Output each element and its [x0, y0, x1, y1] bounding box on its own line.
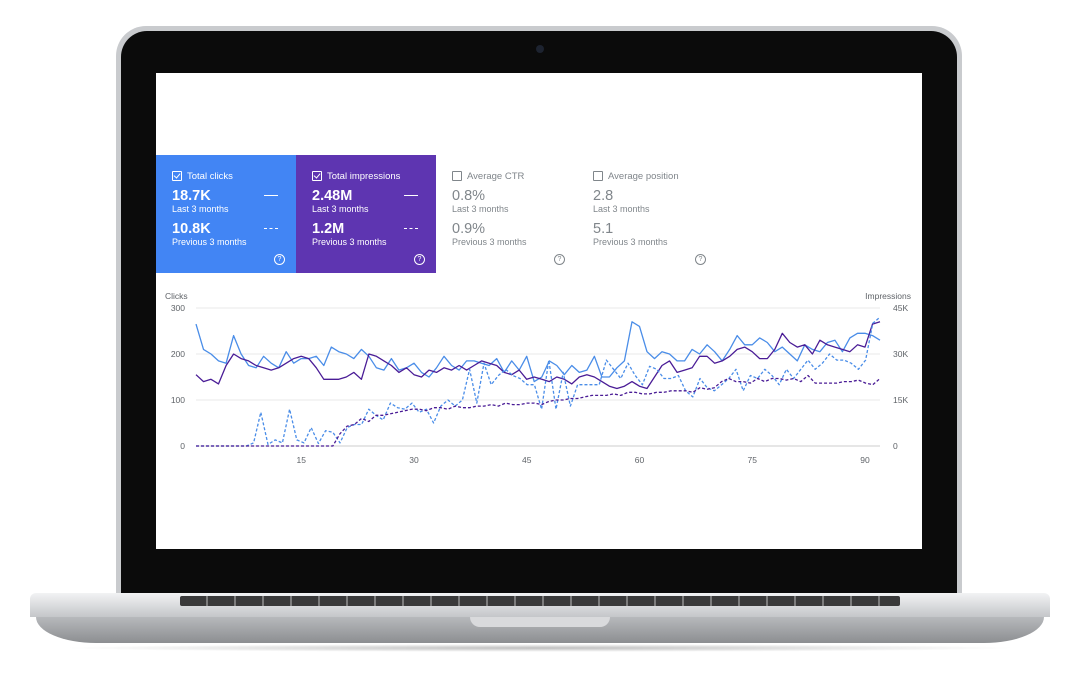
- webcam-icon: [536, 45, 544, 53]
- help-icon[interactable]: ?: [274, 254, 285, 265]
- laptop-notch: [470, 617, 610, 627]
- metric-value: 18.7K: [172, 188, 211, 204]
- series-line-1: [195, 321, 881, 383]
- metric-period: Last 3 months: [593, 204, 650, 214]
- metric-prev-period: Previous 3 months: [593, 237, 668, 247]
- dashed-line-legend-icon: [404, 228, 418, 229]
- checkbox-checked-icon[interactable]: [172, 171, 182, 181]
- left-axis-title: Clicks: [165, 291, 188, 301]
- metric-label: Average position: [608, 170, 679, 182]
- metric-period: Last 3 months: [172, 204, 229, 214]
- left-tick-label: 200: [171, 349, 185, 359]
- right-tick-label: 15K: [893, 395, 908, 405]
- metric-prev-period: Previous 3 months: [172, 237, 247, 247]
- search-console-performance-screen: Total clicks 18.7K Last 3 months 10.8K P…: [156, 73, 922, 549]
- metric-card-average-position[interactable]: Average position 2.8 Last 3 months 5.1 P…: [577, 155, 717, 273]
- series-line-2: [195, 321, 881, 390]
- x-tick-label: 45: [522, 455, 532, 465]
- solid-line-legend-icon: [404, 195, 418, 196]
- x-tick-label: 15: [296, 455, 306, 465]
- right-tick-label: 30K: [893, 349, 908, 359]
- x-tick-label: 75: [747, 455, 757, 465]
- metric-prev-value: 5.1: [593, 221, 614, 237]
- left-tick-label: 100: [171, 395, 185, 405]
- laptop-keyboard: [180, 596, 900, 606]
- metric-label: Total impressions: [327, 170, 401, 182]
- metric-prev-value: 1.2M: [312, 221, 345, 237]
- metric-prev-period: Previous 3 months: [452, 237, 527, 247]
- metric-prev-period: Previous 3 months: [312, 237, 387, 247]
- metric-label: Total clicks: [187, 170, 233, 182]
- metric-period: Last 3 months: [312, 204, 369, 214]
- right-tick-label: 45K: [893, 303, 908, 313]
- series-line-4: [196, 374, 881, 447]
- right-tick-label: 0: [893, 441, 898, 451]
- right-axis-title: Impressions: [865, 291, 911, 301]
- performance-line-chart: Clicks Impressions 0 100 200 300 0 15K 30K 45K 15 3…: [165, 291, 911, 465]
- x-tick-label: 30: [409, 455, 419, 465]
- metric-value: 2.8: [593, 188, 614, 204]
- checkbox-unchecked-icon[interactable]: [452, 171, 462, 181]
- metric-card-average-ctr[interactable]: Average CTR 0.8% Last 3 months 0.9% Prev…: [436, 155, 576, 273]
- metric-value: 0.8%: [452, 188, 486, 204]
- checkbox-checked-icon[interactable]: [312, 171, 322, 181]
- metric-value: 2.48M: [312, 188, 353, 204]
- metric-prev-value: 10.8K: [172, 221, 211, 237]
- left-tick-label: 0: [180, 441, 185, 451]
- help-icon[interactable]: ?: [695, 254, 706, 265]
- dashed-line-legend-icon: [264, 228, 278, 229]
- x-tick-label: 90: [860, 455, 870, 465]
- solid-line-legend-icon: [264, 195, 278, 196]
- series-line-3: [196, 316, 881, 447]
- x-tick-label: 60: [635, 455, 645, 465]
- checkbox-unchecked-icon[interactable]: [593, 171, 603, 181]
- metric-label: Average CTR: [467, 170, 525, 182]
- help-icon[interactable]: ?: [554, 254, 565, 265]
- metric-card-total-impressions[interactable]: Total impressions 2.48M Last 3 months 1.…: [296, 155, 436, 273]
- metric-card-total-clicks[interactable]: Total clicks 18.7K Last 3 months 10.8K P…: [156, 155, 296, 273]
- help-icon[interactable]: ?: [414, 254, 425, 265]
- metric-period: Last 3 months: [452, 204, 509, 214]
- laptop-shadow: [60, 644, 1020, 652]
- left-tick-label: 300: [171, 303, 185, 313]
- metric-prev-value: 0.9%: [452, 221, 486, 237]
